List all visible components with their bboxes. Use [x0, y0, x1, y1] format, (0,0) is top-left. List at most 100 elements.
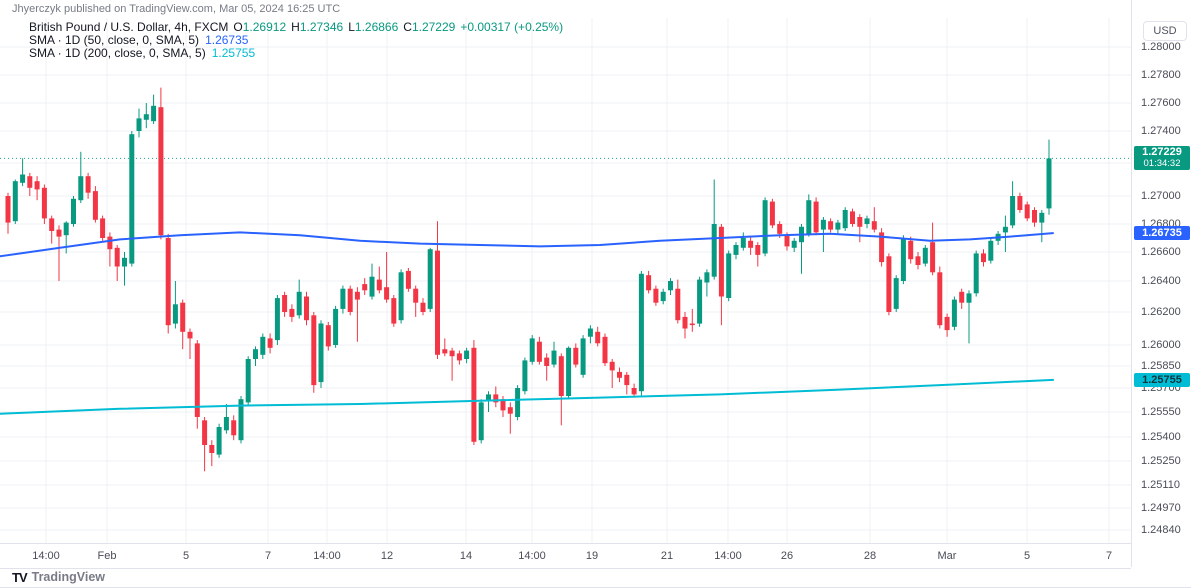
ohlc-item: O1.26912 [233, 20, 287, 34]
candle-body-up [893, 278, 899, 309]
time-axis-label: 19 [585, 550, 599, 562]
candle-body-up [966, 293, 972, 303]
candle-body-down [202, 420, 208, 445]
candle-body-up [20, 174, 26, 183]
candle-body-up [697, 279, 703, 324]
candle-body-up [245, 359, 251, 403]
candle-body-down [354, 291, 360, 300]
candle-body-up [842, 210, 848, 229]
candle-body-down [828, 221, 834, 230]
time-axis-label: 5 [1023, 550, 1031, 562]
candle-body-down [435, 250, 440, 355]
candle-body-up [260, 336, 266, 355]
candle-body-down [813, 201, 819, 233]
candle-body-down [391, 298, 397, 324]
candle-body-up [806, 200, 812, 234]
time-axis-label: 21 [660, 550, 674, 562]
candle-body-down [107, 236, 113, 250]
candle-body-down [937, 272, 943, 326]
candle-body-up [238, 399, 244, 441]
candle-body-up [1046, 158, 1052, 209]
candle-body-up [740, 238, 746, 248]
candle-body-down [194, 343, 200, 417]
time-axis-label: 14:00 [32, 550, 60, 562]
candle-body-up [151, 105, 157, 122]
candle-body-down [49, 218, 55, 231]
sma50-label: SMA · 1D (50, close, 0, SMA, 5) [29, 33, 200, 47]
sma200-legend-row[interactable]: SMA · 1D (200, close, 0, SMA, 5) 1.25755 [29, 47, 563, 59]
sma200-value: 1.25755 [211, 46, 256, 60]
change-value: +0.00317 (+0.25%) [460, 20, 564, 34]
candle-body-up [1039, 212, 1045, 223]
sma50-legend-row[interactable]: SMA · 1D (50, close, 0, SMA, 5) 1.26735 [29, 34, 563, 46]
candle-body-down [675, 288, 681, 321]
sma200-price-badge: 1.25755 [1134, 373, 1190, 387]
candle-body-down [180, 302, 186, 332]
candle-body-up [791, 240, 797, 248]
price-axis-label: 1.25400 [1141, 431, 1181, 443]
candle-body-up [726, 253, 732, 298]
candle-body-down [930, 242, 936, 273]
candle-body-down [376, 279, 382, 291]
last-price-badge: 1.27229 01:34:32 [1134, 146, 1190, 170]
time-axis[interactable]: 14:00 Feb 5 7 14:00 12 14 14:00 19 21 14:00 26 28 Mar… [0, 543, 1131, 569]
candle-body-down [646, 275, 652, 291]
sma200-line [0, 378, 1054, 415]
candle-body-down [959, 291, 965, 303]
tradingview-logo[interactable]: TV TradingView [12, 569, 105, 585]
time-axis-label: Feb [97, 550, 117, 562]
candle-body-down [413, 288, 419, 303]
sma200-label: SMA · 1D (200, close, 0, SMA, 5) [29, 46, 206, 60]
candle-body-up [274, 298, 280, 341]
candle-body-up [478, 402, 484, 441]
candle-body-down [289, 308, 295, 317]
time-axis-label: 12 [380, 550, 394, 562]
candle-body-up [318, 323, 324, 383]
candle-body-down [558, 356, 564, 396]
price-axis[interactable]: USD 1.27229 01:34:32 1.26735 1.25755 1.2… [1131, 0, 1191, 567]
candle-body-down [114, 247, 120, 267]
candle-body-up [464, 350, 470, 359]
candle-body-down [777, 224, 783, 234]
candle-body-up [762, 200, 768, 254]
currency-toggle-button[interactable]: USD [1143, 21, 1187, 41]
candle-body-up [864, 218, 870, 224]
candle-body-down [493, 394, 499, 403]
chart-legend: British Pound / U.S. Dollar, 4h, FXCM O1.… [29, 21, 563, 60]
candle-body-down [908, 240, 914, 260]
last-price-value: 1.27229 [1142, 146, 1182, 158]
candle-body-down [879, 232, 885, 263]
candle-body-down [1032, 210, 1037, 223]
candle-body-up [668, 281, 673, 291]
sma50-price-badge: 1.26735 [1134, 226, 1190, 240]
candle-body-down [500, 399, 506, 411]
candle-body-down [850, 211, 855, 224]
price-axis-label: 1.24970 [1141, 502, 1181, 514]
candle-body-down [449, 350, 455, 357]
time-axis-label: 7 [1105, 550, 1113, 562]
symbol-legend-row[interactable]: British Pound / U.S. Dollar, 4h, FXCM O1.… [29, 21, 563, 33]
candle-body-down [85, 176, 91, 193]
candle-body-down [784, 235, 790, 247]
candle-body-up [63, 222, 69, 236]
candle-body-up [580, 338, 586, 375]
candle-body-up [340, 288, 346, 309]
candle-body-down [682, 316, 688, 329]
price-axis-label: 1.24840 [1141, 524, 1181, 536]
candle-body-up [369, 276, 375, 297]
candle-body-up [333, 308, 339, 345]
candle-body-up [78, 176, 84, 201]
candle-body-up [522, 360, 528, 392]
candle-body-up [660, 291, 666, 302]
candle-body-down [158, 107, 164, 236]
candle-body-up [587, 328, 593, 337]
candle-body-down [981, 253, 986, 263]
candle-body-up [427, 249, 433, 309]
price-axis-label: 1.28000 [1141, 41, 1181, 53]
price-axis-label: 1.25250 [1141, 455, 1181, 467]
price-axis-label: 1.26400 [1141, 275, 1181, 287]
time-axis-label: 7 [264, 550, 272, 562]
candle-body-up [172, 304, 178, 324]
